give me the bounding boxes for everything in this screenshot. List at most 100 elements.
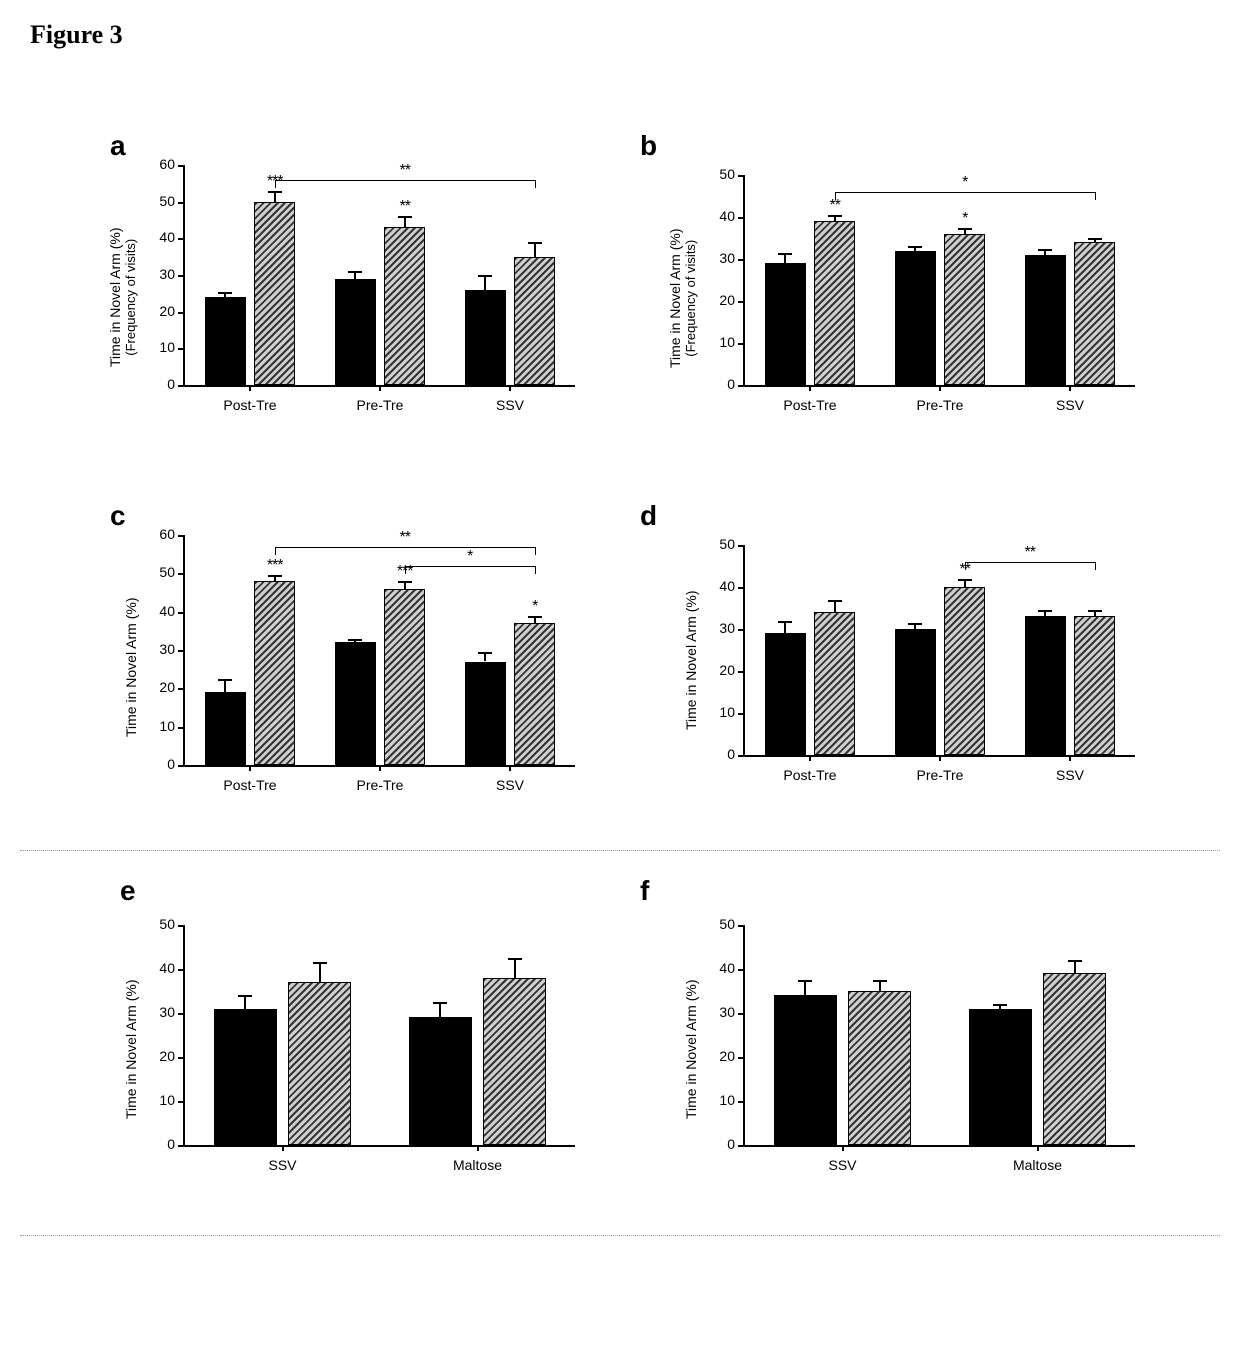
x-axis: [185, 1145, 575, 1147]
error-cap: [348, 271, 362, 273]
panel-label-d: d: [640, 500, 657, 532]
ytick-label: 40: [705, 578, 735, 594]
error-cap: [478, 652, 492, 654]
separator-1: [20, 850, 1220, 851]
error-cap: [398, 581, 412, 583]
ytick-label: 0: [705, 376, 735, 392]
ytick-label: 30: [145, 266, 175, 282]
x-axis: [745, 1145, 1135, 1147]
bar-solid: [465, 290, 507, 385]
significance-marker: *: [532, 598, 537, 616]
category-label: SSV: [496, 777, 524, 793]
xtick: [842, 1145, 844, 1151]
ytick-label: 20: [145, 1048, 175, 1064]
bar-solid: [465, 662, 507, 766]
error-cap: [218, 292, 232, 294]
panel-label-a: a: [110, 130, 126, 162]
ytick: [738, 755, 744, 757]
bar-solid: [969, 1009, 1031, 1145]
ytick: [178, 312, 184, 314]
error-cap: [908, 246, 922, 248]
y-axis: [743, 175, 745, 387]
sig-bracket-v: [275, 180, 277, 188]
figure-page: Figure 3 a 0102030405060Post-Tre***Pre-Tr…: [0, 0, 1240, 1354]
bar-solid: [205, 692, 247, 765]
panel-label-b: b: [640, 130, 657, 162]
error-bar: [804, 980, 806, 995]
bar-solid: [205, 297, 247, 385]
category-label: Pre-Tre: [917, 397, 964, 413]
ytick: [738, 629, 744, 631]
error-cap: [1088, 610, 1102, 612]
bar-hatched: [288, 982, 350, 1145]
plot-area: 01020304050SSVMaltose: [185, 925, 575, 1145]
error-bar: [439, 1002, 441, 1017]
error-cap: [828, 600, 842, 602]
ytick: [178, 1101, 184, 1103]
xtick: [1069, 755, 1071, 761]
ytick-label: 30: [705, 620, 735, 636]
category-label: Pre-Tre: [357, 397, 404, 413]
category-label: Maltose: [453, 1157, 502, 1173]
error-cap: [798, 980, 812, 982]
ytick: [738, 259, 744, 261]
ytick-label: 10: [705, 334, 735, 350]
xtick: [509, 765, 511, 771]
y-axis-label: Time in Novel Arm (%): [123, 598, 139, 738]
ytick-label: 10: [145, 339, 175, 355]
y-axis-label: Time in Novel Arm (%): [123, 979, 139, 1119]
ytick: [178, 275, 184, 277]
xtick: [1037, 1145, 1039, 1151]
error-cap: [268, 575, 282, 577]
ytick: [738, 1101, 744, 1103]
bar-solid: [335, 642, 377, 765]
category-label: SSV: [268, 1157, 296, 1173]
bar-solid: [765, 263, 807, 385]
xtick: [379, 765, 381, 771]
error-cap: [908, 623, 922, 625]
ytick: [178, 688, 184, 690]
ytick: [738, 925, 744, 927]
error-cap: [873, 980, 887, 982]
sig-bracket-v: [405, 566, 407, 574]
category-label: Post-Tre: [223, 777, 276, 793]
sig-bracket-v: [965, 562, 967, 570]
error-cap: [1088, 238, 1102, 240]
error-cap: [828, 215, 842, 217]
significance-marker: **: [399, 198, 409, 216]
significance-marker: **: [1024, 544, 1034, 562]
bar-hatched: [814, 221, 856, 385]
figure-title: Figure 3: [30, 20, 123, 50]
sig-bracket-h: [405, 566, 535, 568]
sig-bracket-v: [1095, 192, 1097, 200]
ytick: [178, 385, 184, 387]
panel-f: f01020304050SSVMaltoseTime in Novel Arm …: [640, 880, 1160, 1190]
error-cap: [313, 962, 327, 964]
category-label: Pre-Tre: [357, 777, 404, 793]
ytick-label: 40: [145, 603, 175, 619]
bar-hatched: [848, 991, 910, 1145]
panel-label-c: c: [110, 500, 126, 532]
ytick-label: 40: [705, 208, 735, 224]
sig-bracket-v: [535, 180, 537, 188]
y-axis-label: Time in Novel Arm (%)(Frequency of visit…: [107, 228, 138, 368]
ytick: [178, 573, 184, 575]
xtick: [939, 755, 941, 761]
ytick: [178, 969, 184, 971]
bar-solid: [895, 629, 937, 755]
error-cap: [528, 242, 542, 244]
error-cap: [268, 191, 282, 193]
plot-area: 0102030405060Post-Tre***Pre-Tre**SSV**: [185, 165, 575, 385]
error-bar: [319, 962, 321, 982]
ytick-label: 10: [705, 704, 735, 720]
bar-solid: [765, 633, 807, 755]
category-label: Post-Tre: [783, 767, 836, 783]
error-cap: [778, 621, 792, 623]
error-cap: [218, 679, 232, 681]
panel-label-f: f: [640, 875, 649, 907]
ytick: [738, 217, 744, 219]
category-label: Post-Tre: [783, 397, 836, 413]
ytick: [178, 1145, 184, 1147]
bar-hatched: [1074, 616, 1116, 755]
plot-area: 01020304050SSVMaltose: [745, 925, 1135, 1145]
